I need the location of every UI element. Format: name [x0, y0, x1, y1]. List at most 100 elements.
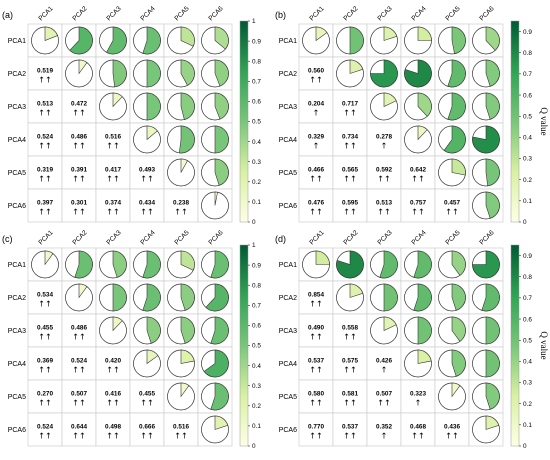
colorbar-tick-label: 0.9: [252, 262, 261, 269]
column-label: PCA5: [444, 229, 461, 246]
interaction-arrows: ↑: [313, 142, 320, 151]
panel-label: (a): [2, 10, 13, 20]
grid-cell: [61, 412, 97, 447]
colorbar: [510, 244, 520, 447]
q-value-label: 0.457: [444, 200, 460, 207]
interaction-arrows: ↑↑: [38, 76, 51, 85]
pie-wedge: [485, 349, 500, 378]
pie-wedge: [214, 415, 229, 430]
interaction-arrows: ↑↑: [343, 208, 356, 217]
panel-b: (b) PCA1 PCA2 PCA3 PCA4 PCA5 PCA6 PCA1 PCA2 PCA3 P…: [275, 5, 549, 226]
column-label: PCA3: [376, 5, 393, 22]
row-label: PCA2: [279, 295, 297, 302]
column-label: PCA3: [105, 5, 122, 22]
grid-cell: [95, 155, 131, 190]
interaction-arrows: ↑↑: [343, 175, 356, 184]
colorbar-tick-label: 0.1: [523, 198, 532, 205]
interaction-arrows: ↑↑: [445, 432, 458, 441]
colorbar-tick-label: 0.6: [523, 316, 532, 323]
pie-wedge: [383, 26, 398, 41]
pie-wedge: [142, 250, 161, 279]
grid-cell: [129, 379, 165, 414]
pie-wedge: [451, 250, 466, 276]
colorbar-tick-label: 0.7: [252, 79, 261, 86]
pie-wedge: [447, 92, 466, 121]
grid-cell: [27, 122, 63, 157]
interaction-arrows: ↑↑: [106, 432, 119, 441]
grid-cell: [27, 89, 63, 124]
q-value-label: 0.270: [37, 391, 53, 398]
column-label: PCA1: [308, 5, 325, 22]
panel-label: (c): [2, 234, 13, 244]
row-label: PCA2: [8, 71, 26, 78]
interaction-arrows: ↑↑: [377, 175, 390, 184]
interaction-arrows: ↑↑: [106, 142, 119, 151]
grid-cell: [95, 188, 131, 223]
q-value-label: 0.534: [37, 292, 53, 299]
pie-wedge: [180, 283, 195, 311]
column-label: PCA3: [105, 229, 122, 246]
pie-wedge: [315, 250, 330, 265]
colorbar-tick-label: 0.3: [252, 383, 261, 390]
q-value-label: 0.642: [410, 167, 426, 174]
q-value-label: 0.238: [173, 200, 189, 207]
interaction-arrows: ↑↑: [106, 366, 119, 375]
interaction-arrows: ↑↑: [140, 175, 153, 184]
q-value-label: 0.854: [308, 292, 324, 299]
interaction-arrows: ↑↑: [309, 175, 322, 184]
row-label: PCA4: [8, 361, 26, 368]
q-value-label: 0.666: [139, 424, 155, 431]
q-value-label: 0.519: [37, 68, 53, 75]
pie-wedge: [443, 125, 466, 154]
q-value-label: 0.417: [105, 167, 121, 174]
grid-cell: [163, 188, 199, 223]
interaction-arrows: ↑↑: [343, 432, 356, 441]
pie-wedge: [451, 26, 466, 55]
grid-cell: [298, 56, 334, 91]
grid-cell: [61, 155, 97, 190]
q-value-label: 0.369: [37, 358, 53, 365]
column-label: PCA6: [207, 5, 224, 22]
colorbar-tick-label: 0.5: [252, 119, 261, 126]
colorbar: [510, 20, 520, 223]
q-value-label: 0.319: [37, 167, 53, 174]
pie-wedge: [383, 283, 398, 312]
column-label: PCA3: [376, 229, 393, 246]
pie-wedge: [210, 250, 229, 279]
pie-wedge: [485, 382, 500, 410]
interaction-arrows: ↑↑: [140, 399, 153, 408]
row-label: PCA5: [279, 394, 297, 401]
colorbar-tick-label: 0.7: [523, 71, 532, 78]
row-label: PCA6: [279, 427, 297, 434]
interaction-arrows: ↑↑: [140, 208, 153, 217]
colorbar-tick-label: 0.9: [523, 253, 532, 260]
row-label: PCA3: [8, 328, 26, 335]
interaction-arrows: ↑↑: [309, 76, 322, 85]
pie-wedge: [44, 26, 58, 41]
interaction-arrows: ↑↑: [38, 333, 51, 342]
interaction-arrows: ↑↑: [38, 142, 51, 151]
q-value-label: 0.537: [342, 424, 358, 431]
pie-wedge: [214, 191, 218, 206]
interaction-arrows: ↑↑: [309, 333, 322, 342]
q-value-label: 0.560: [308, 68, 324, 75]
interaction-arrows: ↑↑: [140, 432, 153, 441]
grid-cell: [366, 122, 402, 157]
q-value-label: 0.717: [342, 101, 358, 108]
pie-wedge: [451, 382, 461, 398]
interaction-arrows: ↑↑: [38, 399, 51, 408]
interaction-arrows: ↑↑: [72, 142, 85, 151]
q-value-label: 0.524: [37, 134, 53, 141]
pie-wedge: [210, 382, 229, 411]
grid-cell: [298, 313, 334, 348]
pie-wedge: [142, 283, 161, 312]
q-value-label: 0.757: [410, 200, 426, 207]
q-value-label: 0.734: [342, 134, 358, 141]
q-value-label: 0.498: [105, 424, 121, 431]
pie-wedge: [205, 283, 229, 312]
grid-cell: [298, 122, 334, 157]
column-label: PCA5: [173, 229, 190, 246]
pie-wedge: [112, 59, 127, 88]
row-label: PCA4: [8, 137, 26, 144]
colorbar-tick-label: 0.4: [523, 359, 532, 366]
